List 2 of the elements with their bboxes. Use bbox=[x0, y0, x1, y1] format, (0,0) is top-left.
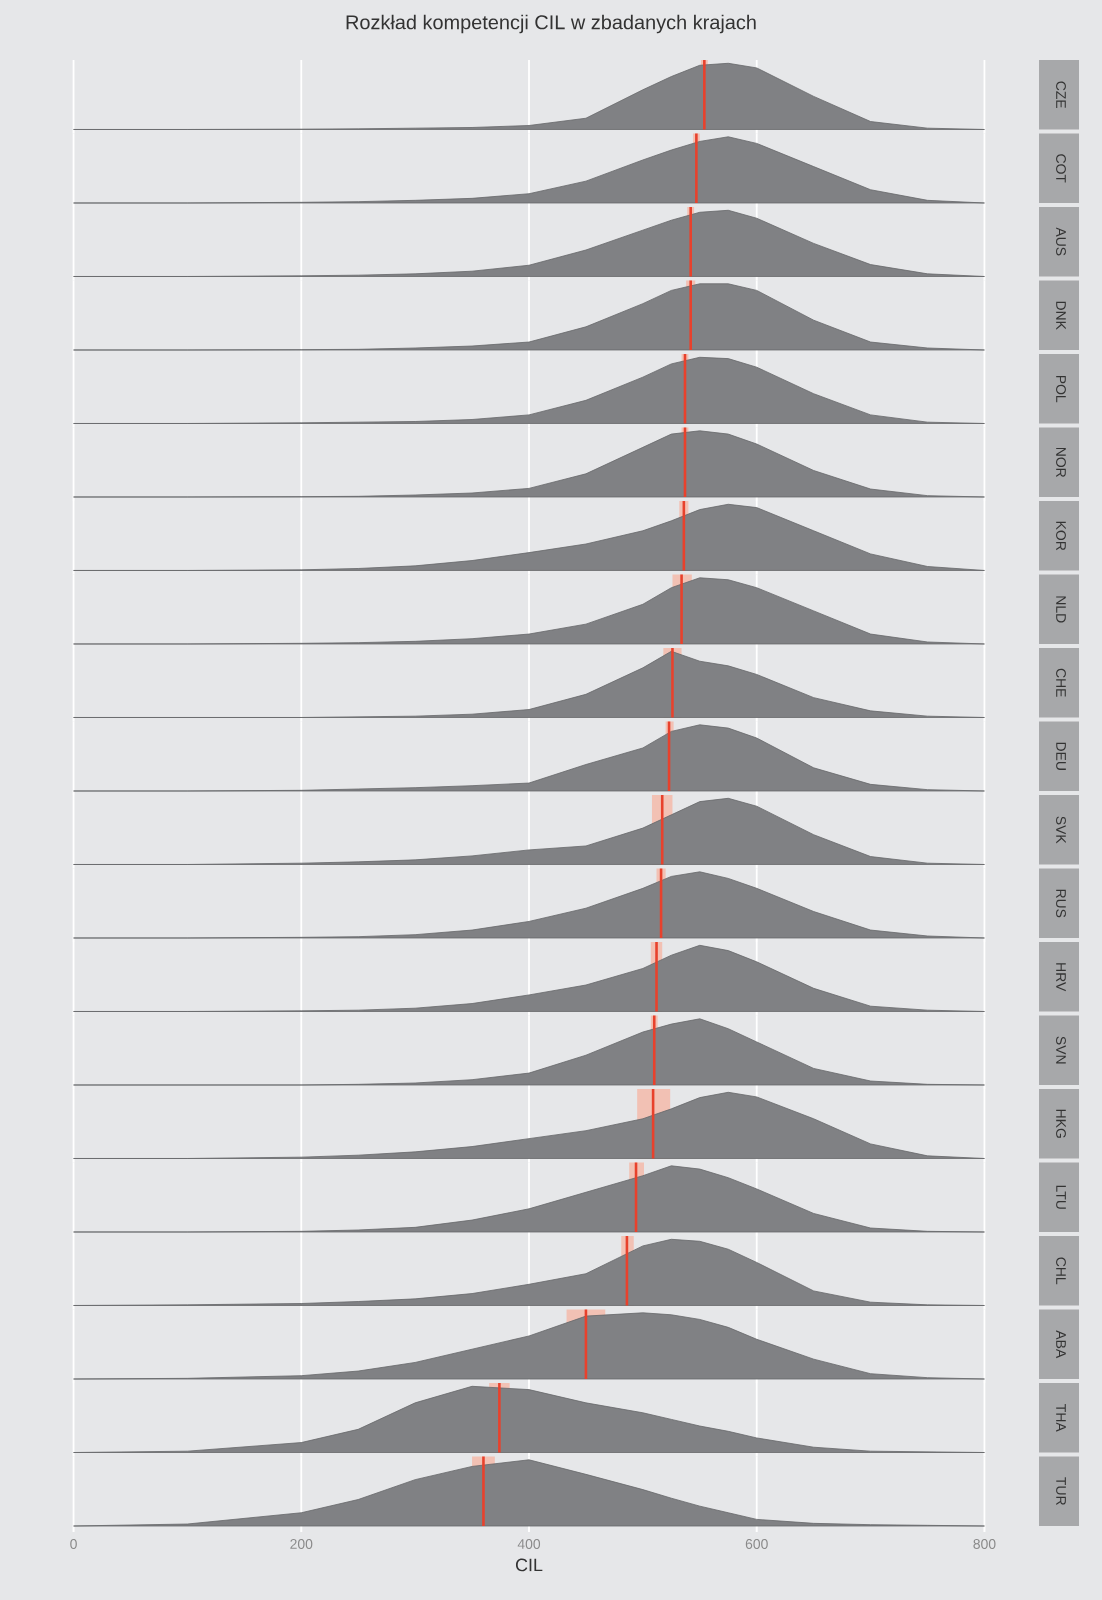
text: Rozkład kompetencji CIL w zbadanych krajach bbox=[346, 14, 756, 34]
x-axis-title: CIL bbox=[515, 1558, 543, 1572]
